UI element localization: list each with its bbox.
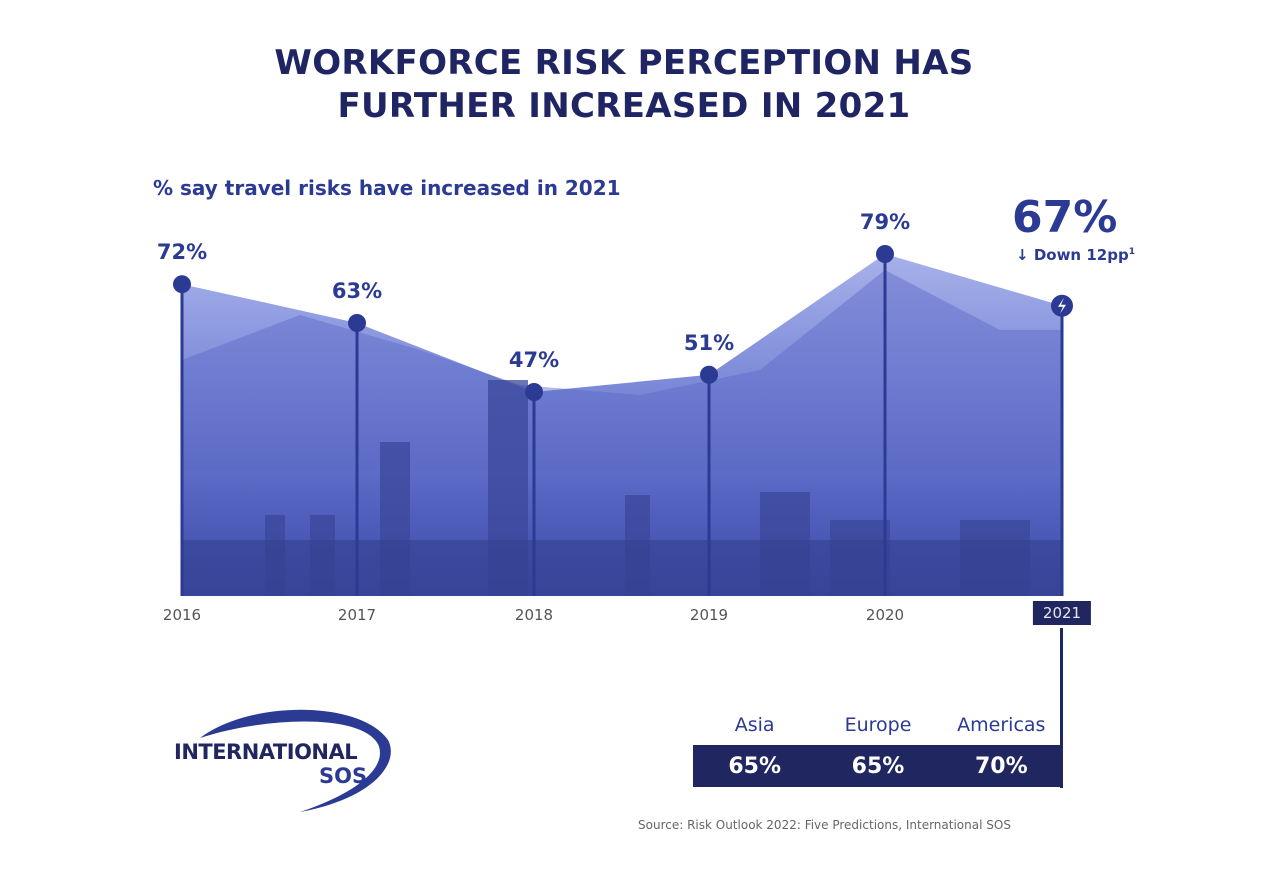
page-title: WORKFORCE RISK PERCEPTION HAS FURTHER IN… [0, 42, 1248, 128]
footnote-marker: 1 [1128, 247, 1135, 257]
regions-values-bar: 65% 65% 70% [693, 745, 1063, 787]
chart-subtitle: % say travel risks have increased in 202… [153, 176, 621, 200]
x-tick-2020: 2020 [865, 606, 905, 624]
chart-stems [173, 245, 1073, 596]
region-name-asia: Asia [734, 714, 775, 736]
data-point-marker [876, 245, 894, 263]
data-point-marker [173, 275, 191, 294]
data-point-marker [700, 365, 718, 384]
region-value-europe: 65% [851, 753, 905, 779]
x-tick-2018: 2018 [514, 606, 554, 624]
region-name-americas: Americas [957, 714, 1046, 736]
x-tick-2016: 2016 [162, 606, 202, 624]
source-note: Source: Risk Outlook 2022: Five Predicti… [638, 818, 1011, 832]
change-text: Down 12pp [1033, 246, 1129, 264]
regions-header: Asia Europe Americas [693, 714, 1063, 736]
region-value-americas: 70% [974, 753, 1028, 779]
point-label-2019: 51% [683, 330, 735, 355]
down-arrow-icon: ↓ [1016, 246, 1029, 264]
x-tick-2017: 2017 [337, 606, 377, 624]
data-point-marker [348, 314, 366, 332]
chart-area [182, 254, 1062, 596]
point-label-2018: 47% [508, 348, 560, 372]
point-label-2020: 79% [859, 210, 911, 234]
logo-text-international: INTERNATIONAL [174, 740, 358, 764]
region-value-asia: 65% [728, 753, 781, 779]
change-annotation: ↓ Down 12pp1 [1016, 246, 1135, 264]
region-name-europe: Europe [844, 714, 912, 736]
data-point-marker [525, 383, 543, 401]
point-label-2016: 72% [156, 240, 208, 265]
title-line-2: FURTHER INCREASED IN 2021 [337, 86, 911, 126]
highlight-value: 67% [1012, 192, 1118, 243]
connector-line [1060, 628, 1063, 788]
title-line-1: WORKFORCE RISK PERCEPTION HAS [274, 43, 974, 83]
logo-text-sos: SOS [319, 764, 368, 788]
x-tick-2019: 2019 [689, 606, 729, 624]
x-tick-2021: 2021 [1032, 601, 1092, 625]
point-label-2017: 63% [331, 279, 383, 303]
